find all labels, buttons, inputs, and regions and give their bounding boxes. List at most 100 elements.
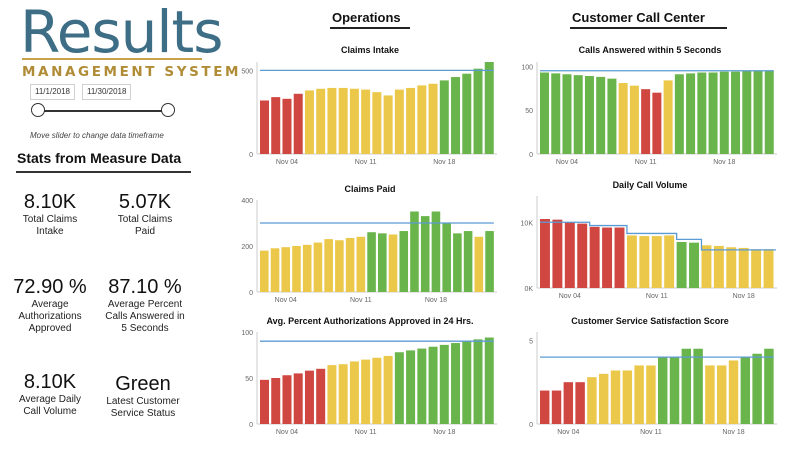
bar[interactable]	[316, 88, 326, 154]
bar[interactable]	[349, 361, 359, 424]
bar[interactable]	[764, 348, 774, 424]
bar[interactable]	[551, 390, 562, 424]
bar[interactable]	[260, 379, 269, 424]
bar[interactable]	[740, 357, 751, 424]
bar[interactable]	[473, 339, 483, 424]
bar[interactable]	[406, 350, 416, 424]
bar[interactable]	[485, 231, 494, 292]
bar[interactable]	[338, 364, 348, 424]
bar[interactable]	[552, 219, 563, 288]
bar[interactable]	[728, 360, 739, 424]
bar[interactable]	[462, 341, 472, 424]
bar[interactable]	[442, 223, 451, 292]
bar[interactable]	[596, 76, 606, 154]
bar[interactable]	[394, 89, 404, 154]
bar[interactable]	[751, 249, 762, 288]
bar[interactable]	[681, 348, 692, 424]
bar[interactable]	[577, 223, 588, 288]
bar[interactable]	[738, 247, 749, 288]
bar[interactable]	[763, 249, 774, 288]
bar[interactable]	[717, 365, 727, 424]
bar[interactable]	[589, 226, 600, 288]
bar[interactable]	[563, 382, 574, 424]
bar[interactable]	[676, 242, 687, 288]
bar[interactable]	[658, 357, 668, 424]
bar[interactable]	[731, 71, 741, 154]
bar[interactable]	[663, 80, 673, 154]
bar[interactable]	[705, 365, 715, 424]
bar[interactable]	[428, 346, 438, 424]
bar[interactable]	[361, 359, 371, 424]
bar[interactable]	[338, 87, 348, 154]
bar[interactable]	[345, 237, 355, 292]
bar[interactable]	[639, 236, 650, 288]
end-date-field[interactable]: 11/30/2018	[82, 84, 132, 100]
bar[interactable]	[462, 73, 472, 154]
bar[interactable]	[417, 348, 427, 424]
bar[interactable]	[629, 85, 639, 154]
bar[interactable]	[271, 378, 281, 424]
bar[interactable]	[439, 344, 449, 424]
bar[interactable]	[260, 250, 269, 292]
bar[interactable]	[282, 375, 292, 424]
bar[interactable]	[324, 239, 333, 292]
bar[interactable]	[697, 72, 707, 154]
bar[interactable]	[701, 245, 712, 288]
bar[interactable]	[652, 92, 662, 154]
bar[interactable]	[410, 211, 419, 293]
bar[interactable]	[693, 348, 703, 424]
bar[interactable]	[484, 337, 494, 424]
bar[interactable]	[282, 98, 292, 154]
bar[interactable]	[451, 343, 461, 424]
bar[interactable]	[674, 74, 684, 154]
bar[interactable]	[316, 368, 326, 424]
bar[interactable]	[367, 232, 376, 292]
bar[interactable]	[372, 92, 382, 154]
date-slider-track[interactable]	[38, 110, 168, 112]
bar[interactable]	[383, 95, 393, 154]
bar[interactable]	[378, 233, 387, 292]
bar[interactable]	[742, 70, 752, 154]
bar[interactable]	[573, 75, 583, 154]
bar[interactable]	[719, 71, 729, 154]
bar[interactable]	[618, 83, 628, 154]
bar[interactable]	[335, 240, 344, 292]
bar[interactable]	[417, 85, 427, 154]
bar[interactable]	[431, 211, 441, 293]
bar[interactable]	[669, 357, 680, 424]
bar[interactable]	[327, 87, 337, 154]
bar[interactable]	[281, 247, 291, 292]
bar[interactable]	[752, 353, 762, 424]
bar[interactable]	[484, 62, 494, 154]
bar[interactable]	[271, 97, 281, 154]
bar[interactable]	[399, 231, 409, 292]
bar[interactable]	[575, 382, 585, 424]
bar[interactable]	[439, 80, 449, 154]
bar[interactable]	[540, 72, 549, 154]
bar[interactable]	[451, 77, 461, 154]
bar[interactable]	[564, 222, 575, 288]
bar[interactable]	[540, 219, 550, 288]
bar[interactable]	[361, 89, 371, 154]
bar[interactable]	[349, 88, 359, 154]
bar[interactable]	[689, 242, 699, 288]
bar[interactable]	[383, 355, 393, 424]
bar[interactable]	[614, 227, 625, 288]
bar[interactable]	[686, 73, 696, 154]
date-slider-start-handle[interactable]	[31, 103, 45, 117]
bar[interactable]	[626, 235, 637, 288]
bar[interactable]	[607, 78, 617, 154]
bar[interactable]	[388, 234, 398, 293]
bar[interactable]	[270, 248, 280, 292]
bar[interactable]	[453, 233, 462, 292]
bar[interactable]	[302, 244, 312, 292]
bar[interactable]	[764, 70, 774, 154]
bar[interactable]	[372, 357, 382, 424]
bar[interactable]	[463, 231, 473, 292]
bar[interactable]	[406, 87, 416, 154]
bar[interactable]	[651, 236, 662, 288]
bar[interactable]	[646, 365, 656, 424]
bar[interactable]	[602, 227, 613, 288]
bar[interactable]	[327, 365, 337, 424]
bar[interactable]	[713, 245, 724, 288]
